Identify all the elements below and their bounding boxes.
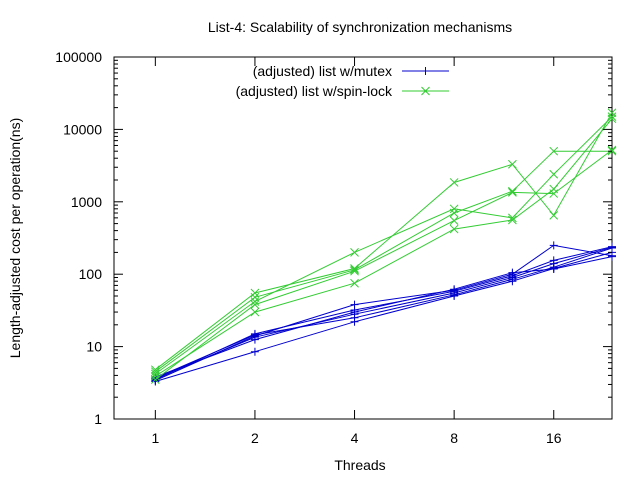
data-point (449, 208, 459, 218)
data-point (449, 178, 459, 187)
data-point (549, 169, 559, 179)
plot-area (113, 56, 613, 420)
data-point (508, 159, 517, 169)
series-group (150, 108, 617, 386)
y-tick-label: 1000 (71, 194, 102, 210)
data-point (549, 241, 558, 250)
series-line (155, 244, 613, 381)
data-point (250, 335, 259, 344)
series-line (154, 112, 613, 371)
data-point (450, 291, 459, 300)
data-point (449, 216, 459, 225)
data-point (250, 300, 260, 309)
data-point (150, 367, 160, 377)
x-tick-label: 2 (251, 430, 259, 446)
data-point (421, 86, 430, 96)
y-tick-label: 10 (86, 339, 102, 355)
series-line (155, 116, 613, 375)
series-line (155, 150, 612, 373)
series-mutex (151, 241, 616, 386)
data-point (508, 188, 517, 197)
data-point (350, 265, 359, 275)
legend-label: (adjusted) list w/mutex (253, 63, 392, 79)
axis-ticks: 1 10 100 1000 10000 100000 1 2 4 8 16 (55, 49, 612, 446)
data-point (350, 278, 359, 288)
y-tick-label: 1 (94, 411, 102, 427)
data-point (421, 67, 430, 75)
y-tick-label: 10000 (63, 121, 102, 137)
y-tick-label: 100000 (55, 49, 102, 65)
data-point (350, 308, 359, 317)
data-point (250, 292, 260, 302)
data-point (350, 264, 359, 273)
legend: (adjusted) list w/mutex (adjusted) list w… (236, 63, 449, 99)
data-point (250, 307, 260, 317)
x-tick-label: 4 (351, 430, 359, 446)
chart-title: List-4: Scalability of synchronization m… (208, 19, 512, 35)
data-point (450, 285, 459, 294)
series-spin-lock (150, 108, 617, 384)
x-tick-label: 1 (151, 430, 159, 446)
y-tick-label: 100 (79, 266, 103, 282)
data-point (549, 184, 559, 194)
data-point (549, 146, 559, 156)
data-point (449, 224, 459, 234)
data-point (508, 215, 517, 225)
y-axis-label: Length-adjusted cost per operation(ns) (7, 118, 23, 358)
x-tick-label: 8 (450, 430, 458, 446)
data-point (250, 347, 259, 356)
data-point (150, 375, 160, 384)
plot-border (113, 56, 613, 420)
data-point (508, 277, 517, 286)
x-tick-label: 16 (546, 430, 562, 446)
data-point (549, 264, 558, 273)
data-point (350, 317, 359, 326)
data-point (607, 145, 617, 155)
data-point (150, 371, 160, 381)
data-point (607, 112, 617, 122)
series-line (155, 118, 613, 377)
data-point (549, 210, 559, 220)
data-point (508, 268, 517, 277)
data-point (350, 248, 359, 257)
legend-label: (adjusted) list w/spin-lock (236, 83, 393, 99)
data-point (250, 288, 260, 298)
data-point (608, 252, 616, 261)
data-point (508, 186, 517, 196)
data-point (607, 108, 617, 118)
x-axis-label: Threads (334, 457, 385, 473)
data-point (607, 114, 617, 124)
